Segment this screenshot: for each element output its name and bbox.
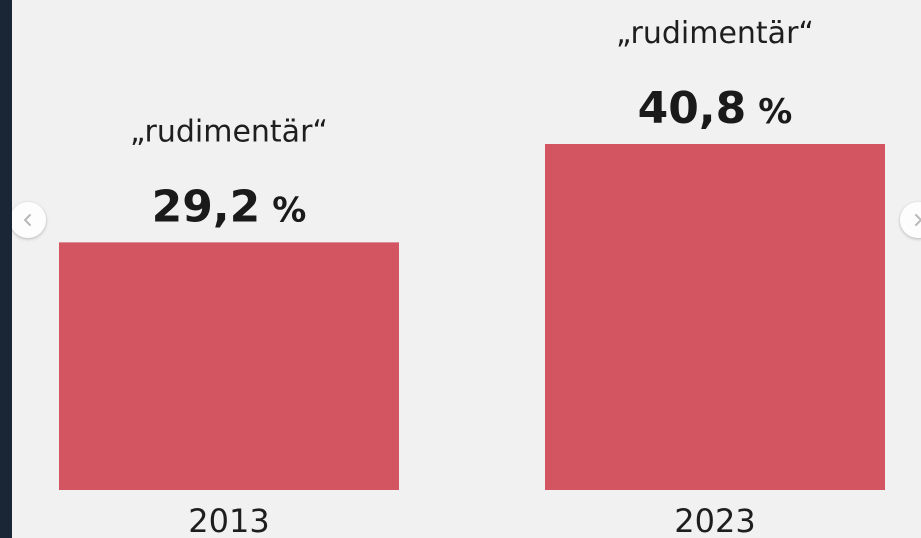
bar-2023: [545, 144, 885, 490]
bar-caption-2023: „rudimentär“: [616, 16, 814, 51]
bar-caption-2013: „rudimentär“: [130, 114, 328, 149]
bar-2013: [59, 242, 399, 490]
chevron-right-icon: [912, 213, 921, 227]
chart-panel: 29,2% „rudimentär“ 2013 40,8% „rudimentär“ 20…: [12, 0, 921, 538]
next-slide-button[interactable]: [900, 202, 921, 238]
category-label-2023: 2023: [674, 502, 755, 538]
previous-slide-button[interactable]: [12, 202, 46, 238]
category-label-2013: 2013: [188, 502, 269, 538]
bar-chart: 29,2 % „rudimentär“ 2013 40,8 % „rudimentär“ 20…: [59, 16, 885, 538]
window-edge: [0, 0, 12, 538]
value-label-2023: 40,8%: [638, 83, 793, 134]
chevron-left-icon: [22, 213, 34, 227]
value-label-2013: 29,2%: [152, 181, 307, 232]
